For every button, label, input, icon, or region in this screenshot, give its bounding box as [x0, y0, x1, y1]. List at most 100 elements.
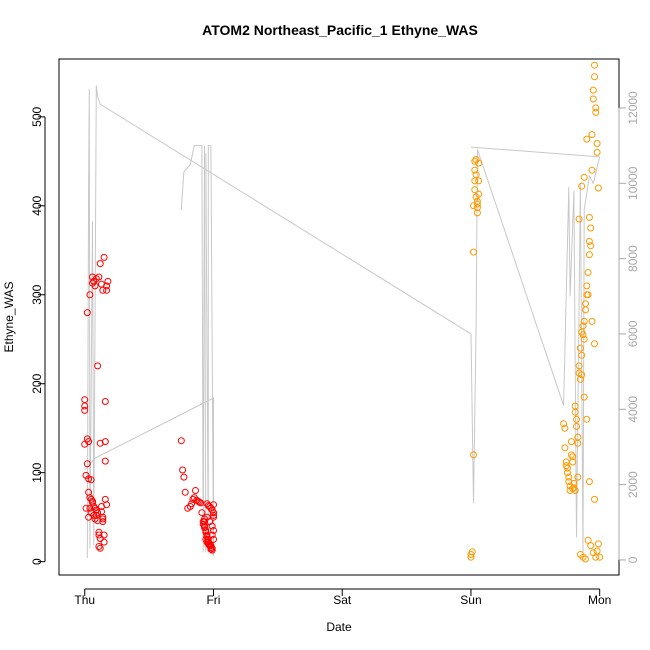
y-tick-label: 400: [30, 195, 44, 215]
data-point: [100, 253, 108, 261]
x-tick-label: Sun: [460, 593, 481, 607]
x-tick-label: Mon: [588, 593, 611, 607]
data-point: [94, 509, 102, 517]
y-axis-label: Ethyne_WAS: [2, 282, 16, 353]
data-point: [580, 173, 588, 181]
data-point: [99, 518, 107, 526]
data-point: [470, 202, 477, 210]
data-point: [467, 553, 475, 561]
data-point: [96, 439, 104, 447]
data-point: [587, 224, 595, 232]
data-point: [210, 527, 217, 534]
data-point: [101, 398, 109, 405]
data-point: [582, 555, 589, 563]
data-point: [579, 322, 587, 330]
data-point: [96, 260, 104, 268]
data-point: [470, 451, 477, 459]
data-point: [569, 458, 577, 466]
data-point: [582, 306, 589, 314]
data-point: [585, 237, 593, 245]
data-point: [587, 242, 595, 250]
data-point: [565, 473, 573, 481]
data-point: [584, 269, 592, 276]
data-point: [593, 148, 601, 156]
data-point: [208, 531, 216, 539]
data-point: [567, 451, 575, 459]
data-point: [179, 466, 187, 474]
data-point: [576, 375, 584, 383]
data-point: [569, 453, 577, 461]
plot-box: [58, 58, 620, 576]
data-point: [585, 251, 593, 259]
altitude-line: [180, 145, 207, 553]
data-point: [571, 487, 579, 494]
y-tick-label: 200: [30, 373, 44, 393]
data-point: [471, 157, 479, 165]
data-point: [96, 535, 104, 542]
data-point: [561, 444, 569, 452]
data-point: [86, 291, 94, 299]
y-tick-label: 500: [30, 106, 44, 126]
data-point: [99, 286, 107, 294]
data-point: [583, 415, 591, 423]
x-tick-label: Fri: [206, 593, 220, 607]
y2-tick-label: 6000: [626, 320, 640, 347]
data-point: [580, 393, 588, 401]
data-point: [594, 184, 602, 192]
data-point: [468, 548, 476, 556]
data-point: [210, 511, 217, 519]
data-point: [86, 504, 94, 512]
data-point: [83, 309, 91, 317]
data-point: [570, 479, 578, 487]
data-point: [578, 351, 586, 359]
data-point: [210, 535, 217, 543]
data-point: [101, 457, 109, 465]
data-point: [94, 362, 102, 370]
data-point: [580, 335, 588, 343]
data-point: [210, 501, 217, 509]
data-point: [89, 273, 96, 281]
data-point: [564, 469, 571, 477]
data-point: [81, 402, 89, 410]
data-point: [579, 331, 587, 339]
altitude-line: [470, 146, 600, 158]
data-point: [574, 439, 582, 447]
data-point: [596, 553, 604, 561]
data-point: [571, 408, 579, 416]
data-point: [181, 488, 189, 496]
data-point: [593, 140, 601, 147]
data-point: [96, 544, 104, 552]
data-point: [202, 528, 210, 536]
data-point: [475, 159, 483, 167]
data-point: [580, 317, 588, 325]
y2-tick-label: 2000: [626, 471, 640, 498]
data-point: [471, 166, 479, 174]
data-point: [83, 460, 91, 468]
data-point: [573, 422, 580, 430]
y-tick-label: 100: [30, 462, 44, 482]
data-point: [103, 286, 111, 294]
data-point: [475, 177, 483, 185]
x-axis-label: Date: [326, 620, 352, 634]
data-point: [198, 509, 206, 517]
data-point: [591, 61, 598, 69]
altitude-series: [84, 85, 601, 559]
data-point: [103, 501, 111, 509]
data-point: [589, 86, 597, 94]
altitude-line: [86, 85, 601, 559]
data-point: [578, 182, 586, 190]
data-point: [573, 415, 580, 423]
y-axis: 0 100 200 300 400 500: [30, 106, 46, 565]
data-point: [475, 190, 483, 198]
y-tick-label: 300: [30, 284, 44, 304]
data-point: [82, 504, 90, 512]
data-point: [177, 437, 185, 445]
data-point: [575, 215, 583, 223]
y2-tick-label: 8000: [626, 245, 640, 272]
data-point: [87, 476, 95, 484]
chart-title: ATOM2 Northeast_Pacific_1 Ethyne_WAS: [202, 22, 478, 38]
data-point: [473, 200, 481, 208]
data-point: [560, 420, 568, 428]
y2-tick-label: 10000: [626, 166, 640, 200]
